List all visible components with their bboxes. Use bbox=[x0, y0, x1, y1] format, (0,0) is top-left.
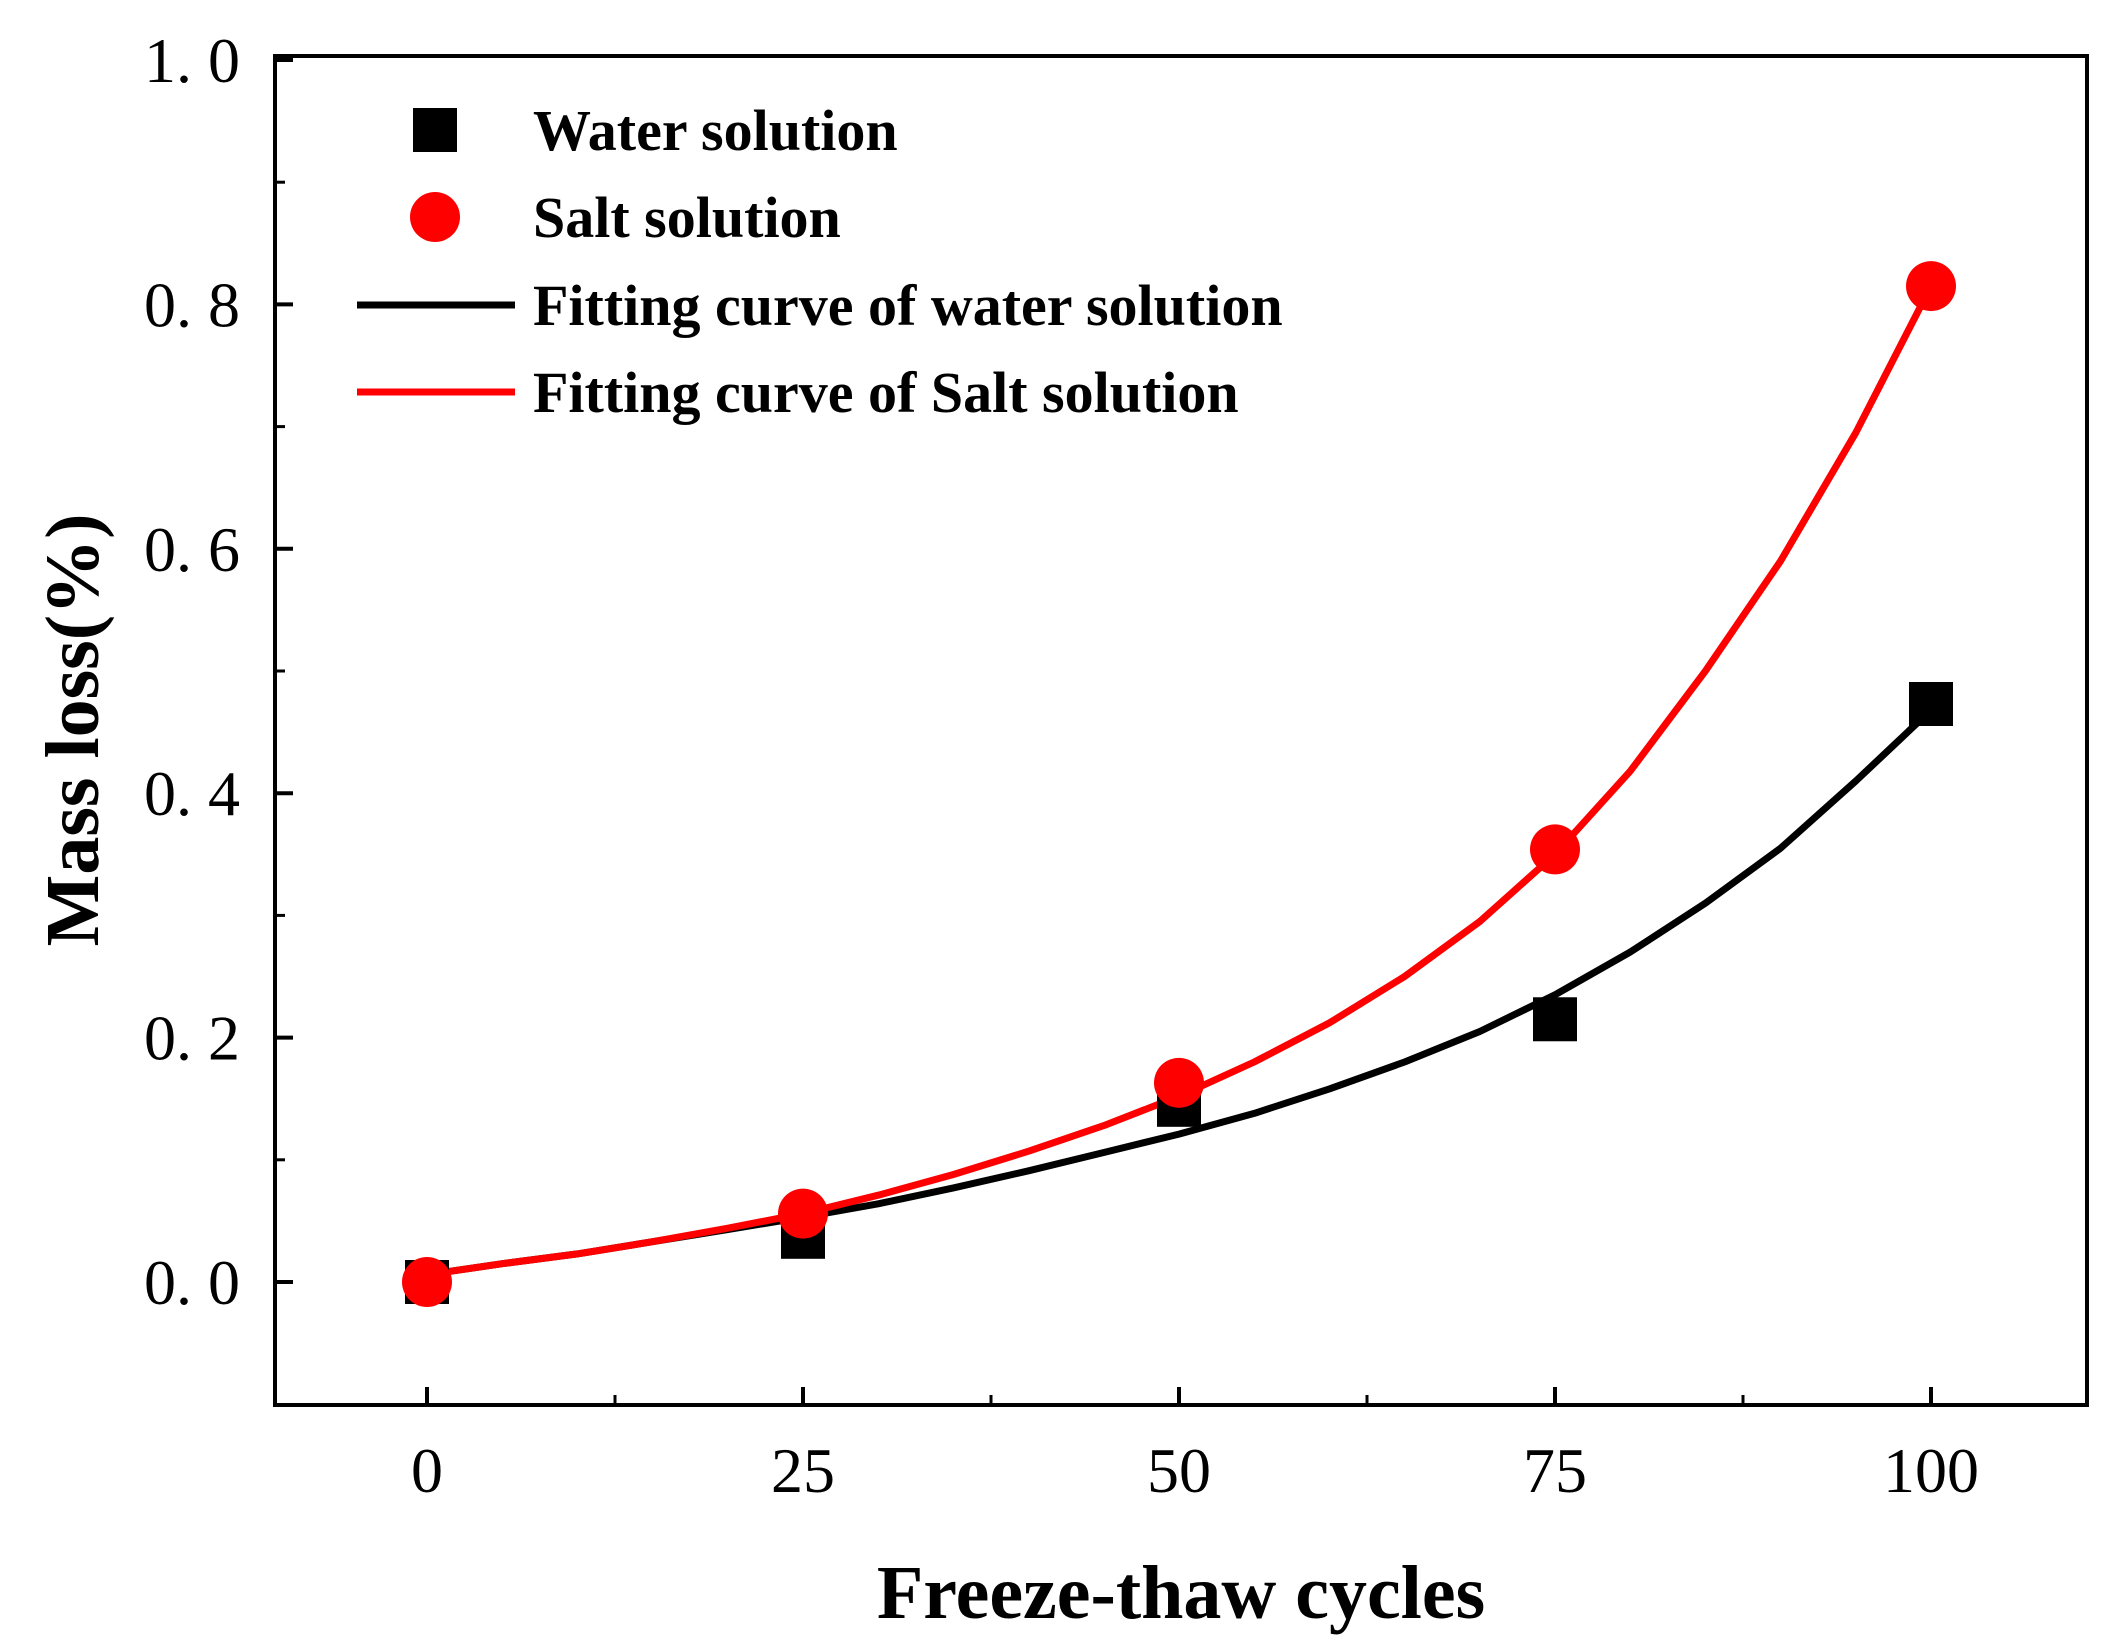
legend-fitting-curve-of-salt-solution-label: Fitting curve of Salt solution bbox=[533, 360, 1239, 425]
x-axis-title: Freeze-thaw cycles bbox=[877, 1551, 1485, 1635]
y-tick-label: 0. 8 bbox=[144, 269, 240, 340]
salt-solution-point bbox=[1154, 1057, 1204, 1108]
legend: Water solution Salt solution Fitting curve… bbox=[357, 98, 1283, 425]
y-tick-label: 1. 0 bbox=[144, 25, 240, 96]
salt-solution-point bbox=[1530, 824, 1580, 875]
x-tick-label: 50 bbox=[1147, 1435, 1211, 1506]
x-tick-label: 0 bbox=[411, 1435, 443, 1506]
salt-solution-point bbox=[402, 1257, 452, 1307]
y-tick-label: 0. 6 bbox=[144, 514, 240, 585]
legend-salt-solution-swatch bbox=[410, 192, 460, 242]
x-tick-label: 75 bbox=[1523, 1435, 1587, 1506]
y-tick-labels: 0. 0 0. 2 0. 4 0. 6 0. 8 1. 0 bbox=[144, 25, 240, 1318]
y-axis-title: Mass loss(%) bbox=[31, 514, 115, 947]
legend-salt-solution-label: Salt solution bbox=[533, 185, 841, 250]
legend-water-solution-swatch bbox=[413, 108, 457, 152]
water-solution-point bbox=[1533, 997, 1577, 1042]
legend-fitting-curve-of-water-solution-label: Fitting curve of water solution bbox=[533, 273, 1283, 338]
y-tick-label: 0. 0 bbox=[144, 1247, 240, 1318]
salt-solution-point bbox=[1906, 261, 1956, 312]
ticks-layer bbox=[275, 58, 1933, 1405]
y-tick-label: 0. 2 bbox=[144, 1003, 240, 1074]
salt-solution-point bbox=[778, 1188, 828, 1239]
legend-water-solution-label: Water solution bbox=[533, 98, 898, 163]
water-solution-point bbox=[1909, 681, 1953, 726]
markers-layer bbox=[402, 261, 1956, 1307]
y-tick-label: 0. 4 bbox=[144, 758, 240, 829]
x-tick-label: 100 bbox=[1883, 1435, 1979, 1506]
x-tick-label: 25 bbox=[771, 1435, 835, 1506]
x-tick-labels: 0 25 50 75 100 bbox=[411, 1435, 1979, 1506]
